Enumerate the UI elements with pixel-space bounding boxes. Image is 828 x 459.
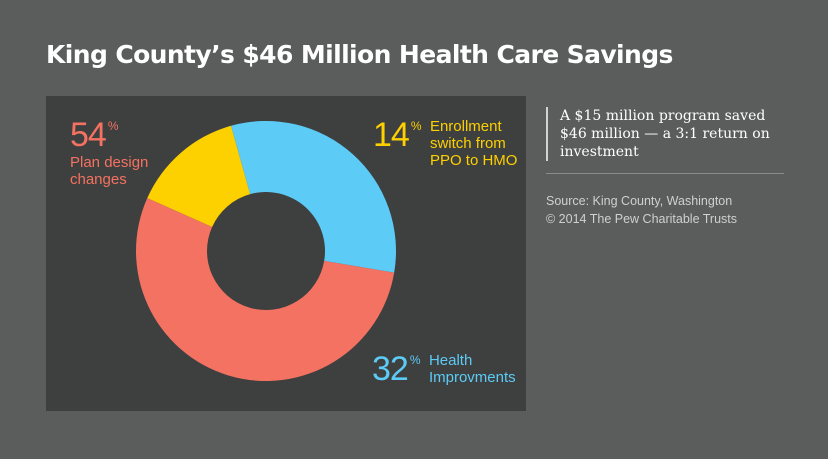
callout-text: A $15 million program saved $46 million …	[546, 107, 784, 161]
copyright-line: © 2014 The Pew Charitable Trusts	[546, 212, 738, 226]
slice-label-enrollment: 14% Enrollment switch from PPO to HMO	[373, 118, 526, 169]
slice-label-plan-design: 54% Plan design changes	[70, 118, 150, 188]
divider	[546, 173, 784, 174]
chart-title: King County’s $46 Million Health Care Sa…	[46, 40, 673, 69]
slice-text-health: Health Improvments	[428, 352, 516, 386]
slice-label-health: 32% Health Improvments	[372, 352, 529, 386]
slice-enrollment	[147, 125, 251, 228]
slice-health-improvements	[231, 121, 396, 273]
slice-text-enrollment: Enrollment switch from PPO to HMO	[429, 118, 518, 169]
donut-chart	[136, 121, 396, 381]
slice-percent-plan-design: 54	[70, 116, 107, 154]
slice-plan-design	[136, 198, 395, 381]
chart-panel: 54% Plan design changes 14% Enrollment s…	[46, 96, 526, 411]
source-note: Source: King County, Washington © 2014 T…	[546, 192, 784, 228]
percent-symbol: %	[107, 119, 119, 133]
slice-text-plan-design: Plan design changes	[70, 154, 149, 188]
percent-symbol: %	[409, 353, 421, 367]
percent-symbol: %	[410, 119, 422, 133]
slice-percent-health: 32	[372, 350, 409, 388]
side-notes: A $15 million program saved $46 million …	[546, 107, 784, 228]
source-line: Source: King County, Washington	[546, 194, 733, 208]
slice-percent-enrollment: 14	[373, 116, 410, 154]
